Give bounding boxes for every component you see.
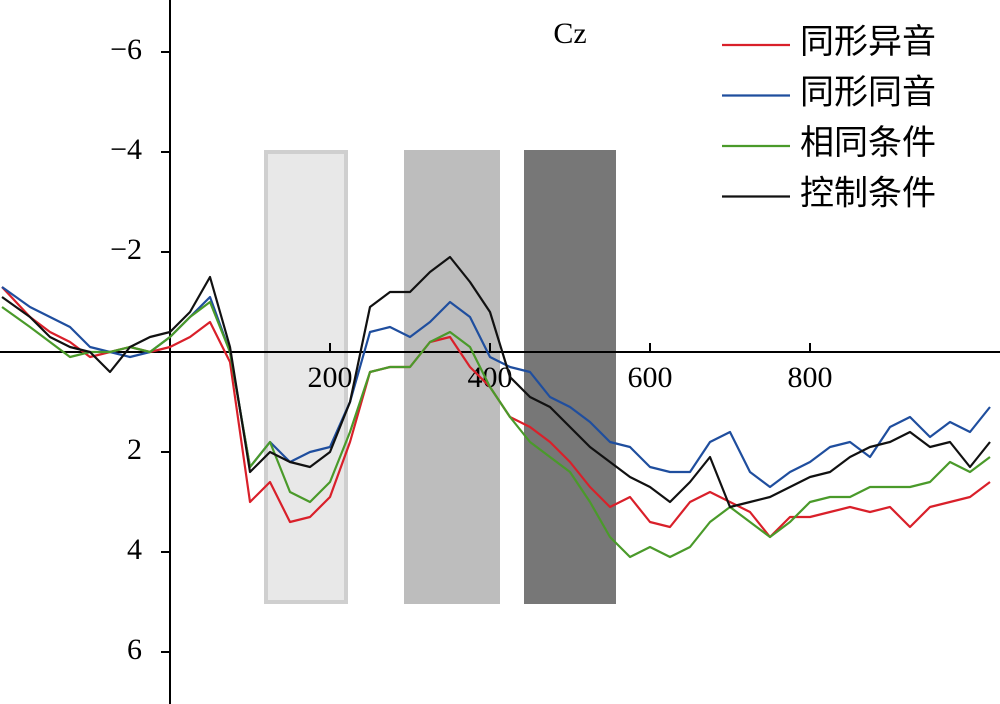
series-line <box>1 255 991 509</box>
x-tick-label: 600 <box>628 361 673 394</box>
windows <box>264 150 616 604</box>
y-tick-label: 2 <box>127 433 142 466</box>
legend-label: 相同条件 <box>800 124 936 162</box>
time-window <box>524 150 616 604</box>
x-tick-label: 200 <box>308 361 353 394</box>
time-window <box>404 150 500 604</box>
legend-label: 同形同音 <box>800 73 936 111</box>
y-tick-label: −2 <box>110 233 142 266</box>
legend-label: 控制条件 <box>800 174 936 212</box>
x-tick-label: 800 <box>788 361 833 394</box>
time-window <box>264 150 348 604</box>
chart-title: Cz <box>553 17 586 50</box>
y-tick-label: 4 <box>127 533 142 566</box>
y-tick-label: −6 <box>110 33 142 66</box>
legend-label: 同形异音 <box>800 23 936 61</box>
series-line <box>1 300 991 559</box>
y-tick-label: −4 <box>110 133 142 166</box>
y-tick-label: 6 <box>127 633 142 666</box>
